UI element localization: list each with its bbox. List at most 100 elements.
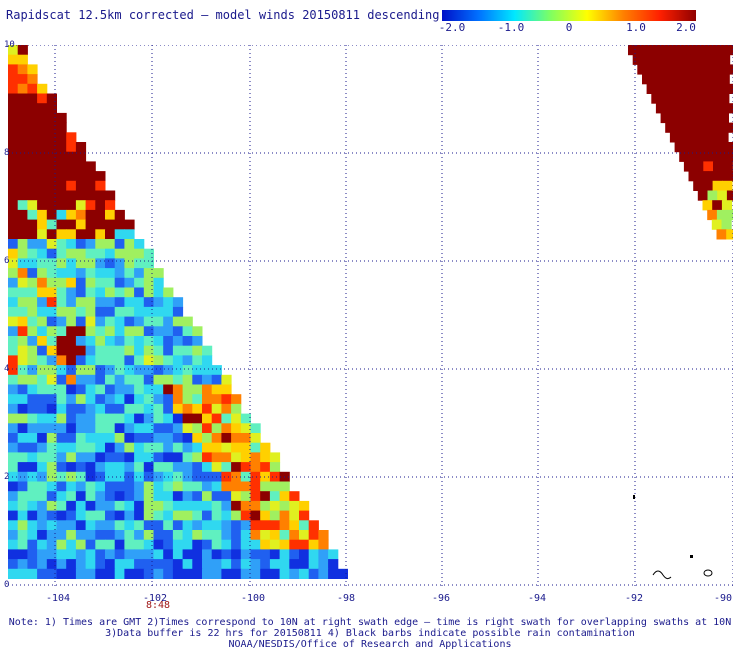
wind-cell [27, 306, 38, 318]
wind-cell [105, 229, 116, 240]
wind-cell [153, 336, 164, 347]
wind-cell [670, 93, 681, 104]
wind-cell [182, 442, 193, 453]
wind-cell [172, 413, 184, 424]
wind-cell [299, 539, 310, 550]
wind-cell [153, 471, 164, 482]
wind-cell [671, 74, 682, 85]
wind-cell [105, 520, 116, 531]
wind-cell [240, 491, 251, 502]
wind-cell [85, 549, 96, 560]
wind-cell [722, 161, 733, 172]
wind-cell [66, 549, 77, 560]
wind-cell [85, 180, 96, 191]
wind-cell [17, 297, 28, 308]
wind-cell [17, 142, 28, 153]
wind-cell [75, 549, 87, 560]
wind-cell [56, 442, 67, 453]
wind-cell [85, 568, 96, 579]
wind-cell [27, 384, 38, 395]
wind-cell [37, 384, 48, 395]
wind-cell [163, 336, 174, 347]
wind-cell [689, 132, 700, 143]
wind-cell [124, 423, 135, 434]
wind-cell [27, 355, 38, 366]
wind-cell [114, 481, 125, 492]
wind-cell [695, 45, 707, 56]
wind-cell [134, 520, 145, 531]
wind-cell [211, 374, 222, 385]
wind-cell [8, 530, 19, 541]
wind-cell [153, 413, 164, 424]
wind-cell [27, 190, 38, 201]
wind-cell [124, 471, 135, 482]
wind-cell [17, 423, 28, 434]
wind-cell [75, 491, 87, 502]
wind-cell [714, 64, 726, 75]
wind-cell [211, 500, 222, 512]
wind-cell [27, 394, 38, 405]
wind-cell [95, 336, 106, 347]
wind-cell [75, 161, 87, 172]
wind-cell [710, 54, 721, 65]
wind-cell [231, 559, 242, 570]
wind-cell [17, 229, 28, 240]
wind-cell [8, 384, 19, 395]
wind-cell [182, 539, 193, 550]
wind-cell [75, 374, 87, 385]
wind-cell [85, 384, 96, 395]
wind-cell [95, 530, 106, 541]
wind-cell [153, 355, 164, 366]
wind-cell [46, 423, 57, 434]
wind-cell [211, 520, 222, 531]
wind-cell [279, 549, 290, 560]
wind-cell [143, 423, 154, 434]
wind-cell [240, 481, 251, 492]
wind-cell [27, 239, 38, 250]
wind-cell [675, 103, 686, 114]
wind-cell [707, 171, 719, 182]
wind-cell [221, 491, 232, 502]
wind-cell [8, 442, 19, 453]
wind-cell [679, 132, 690, 143]
wind-cell [172, 394, 184, 405]
wind-cell [134, 287, 145, 298]
wind-cell [182, 384, 193, 395]
wind-cell [17, 151, 28, 162]
wind-cell [27, 93, 38, 104]
wind-cell [240, 433, 251, 444]
wind-cell [105, 277, 116, 288]
wind-cell [105, 336, 116, 347]
wind-cell [17, 394, 28, 405]
wind-cell [240, 413, 251, 424]
wind-cell [105, 413, 116, 424]
wind-cell [182, 345, 193, 356]
wind-cell [702, 200, 713, 211]
wind-cell [27, 122, 38, 133]
lon-label: -104 [46, 593, 71, 604]
wind-cell [143, 394, 154, 405]
wind-cell [727, 171, 733, 182]
wind-cell [134, 345, 145, 356]
wind-cell [202, 568, 213, 579]
wind-cell [202, 452, 213, 463]
wind-cell [172, 471, 184, 482]
wind-cell [221, 403, 232, 415]
wind-cell [124, 345, 135, 356]
wind-cell [192, 326, 203, 337]
wind-cell [240, 549, 251, 560]
wind-cell [182, 403, 193, 415]
wind-cell [56, 239, 67, 250]
wind-cell [134, 248, 145, 259]
wind-cell [8, 306, 19, 318]
lon-label: -100 [241, 593, 266, 604]
wind-cell [46, 413, 57, 424]
wind-cell [211, 491, 222, 502]
wind-cell [27, 559, 38, 570]
wind-cell [46, 277, 57, 288]
wind-cell [143, 491, 154, 502]
wind-cell [143, 530, 154, 541]
wind-cell [114, 462, 125, 473]
wind-cell [17, 83, 28, 94]
wind-cell [134, 336, 145, 347]
